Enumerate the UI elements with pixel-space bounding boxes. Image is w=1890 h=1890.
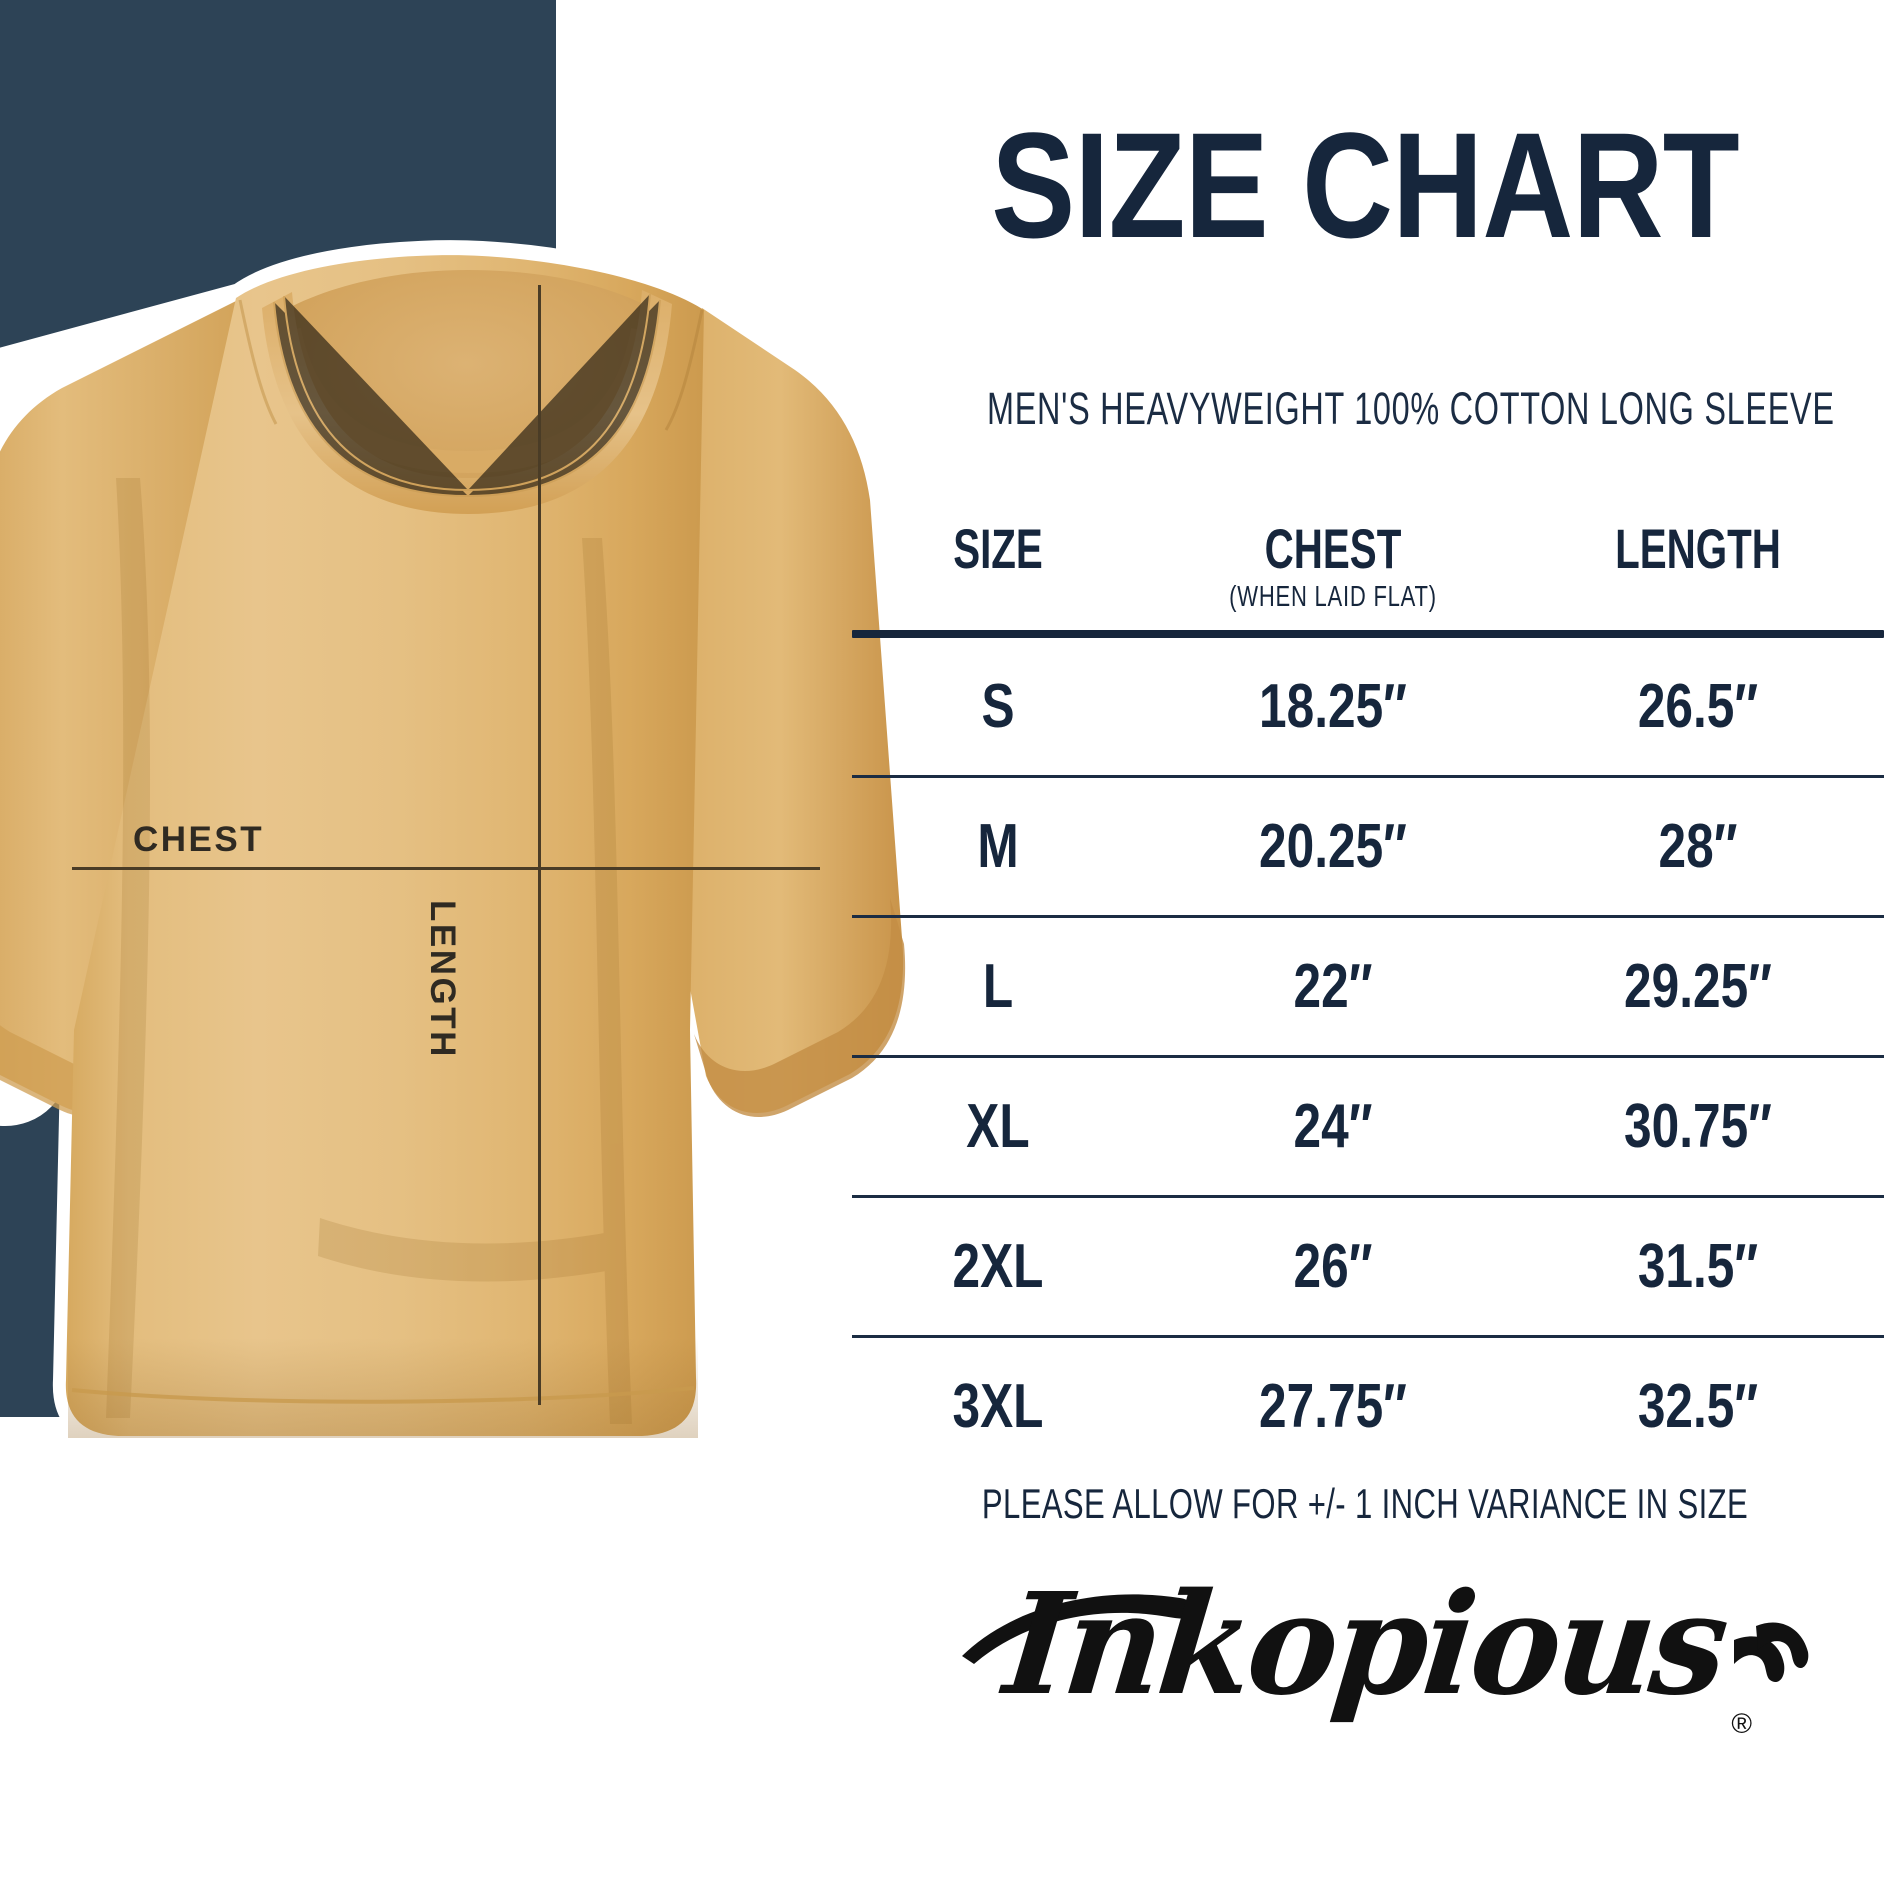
table-row: M 20.25″ 28″ [848, 778, 1888, 915]
page-title: SIZE CHART [991, 101, 1739, 269]
table-row: XL 24″ 30.75″ [848, 1058, 1888, 1195]
brush-swash-icon [962, 1594, 1809, 1683]
column-header-length: LENGTH [1615, 517, 1781, 580]
column-header-chest-note: (WHEN LAID FLAT) [1229, 581, 1437, 613]
column-header-chest: CHEST [1264, 517, 1402, 580]
right-cuff [694, 898, 906, 1118]
cell-length: 26.5″ [1637, 672, 1759, 741]
long-sleeve-shirt-illustration [0, 240, 917, 1449]
product-subtitle: MEN'S HEAVYWEIGHT 100% COTTON LONG SLEEV… [987, 383, 1835, 434]
length-measure-line [538, 285, 541, 1405]
table-header-row: SIZE CHEST LENGTH (WHEN LAID FLAT) [848, 520, 1888, 630]
variance-footnote: PLEASE ALLOW FOR +/- 1 INCH VARIANCE IN … [981, 1480, 1749, 1527]
table-row-divider [852, 1335, 1884, 1338]
left-shoulder-seam [238, 299, 278, 425]
chest-measure-line [72, 867, 820, 870]
cell-size: 3XL [952, 1372, 1044, 1441]
cell-size: XL [966, 1092, 1030, 1161]
table-row: 2XL 26″ 31.5″ [848, 1198, 1888, 1335]
table-row-divider [852, 1195, 1884, 1198]
table-row-divider [852, 1055, 1884, 1058]
cell-size: 2XL [952, 1232, 1044, 1301]
cell-chest: 27.75″ [1259, 1372, 1407, 1441]
table-row: L 22″ 29.25″ [848, 918, 1888, 1055]
brand-logo: Inkopious ® [850, 1560, 1880, 1810]
right-shoulder-seam [664, 309, 704, 431]
cell-chest: 26″ [1293, 1232, 1373, 1301]
table-header-rule [852, 630, 1884, 638]
cell-length: 28″ [1658, 812, 1738, 881]
cell-size: M [977, 812, 1019, 881]
length-measure-label: LENGTH [423, 900, 462, 1059]
shirt-body [65, 255, 705, 1437]
cell-length: 30.75″ [1624, 1092, 1772, 1161]
cell-length: 32.5″ [1637, 1372, 1759, 1441]
column-header-size: SIZE [953, 517, 1043, 580]
collar-ribbing [273, 293, 661, 497]
cell-chest: 22″ [1293, 952, 1373, 1021]
size-table: SIZE CHEST LENGTH (WHEN LAID FLAT) S 18.… [848, 520, 1888, 1475]
registered-trademark-icon: ® [1731, 1708, 1752, 1739]
info-column: SIZE CHART MEN'S HEAVYWEIGHT 100% COTTON… [840, 0, 1890, 1890]
cell-chest: 20.25″ [1259, 812, 1407, 881]
table-row-divider [852, 775, 1884, 778]
brand-wordmark: Inkopious [997, 1563, 1733, 1727]
bottom-hem-shadow [68, 1338, 698, 1438]
table-row: S 18.25″ 26.5″ [848, 638, 1888, 775]
cell-length: 31.5″ [1637, 1232, 1759, 1301]
cell-chest: 18.25″ [1259, 672, 1407, 741]
table-row: 3XL 27.75″ 32.5″ [848, 1338, 1888, 1475]
cell-length: 29.25″ [1624, 952, 1772, 1021]
table-row-divider [852, 915, 1884, 918]
cell-size: S [981, 672, 1015, 741]
cell-size: L [982, 952, 1014, 1021]
left-sleeve [0, 300, 238, 1113]
chest-measure-label: CHEST [133, 820, 265, 859]
cell-chest: 24″ [1293, 1092, 1373, 1161]
hem-stitch [71, 1386, 695, 1404]
product-photo [0, 238, 920, 1488]
